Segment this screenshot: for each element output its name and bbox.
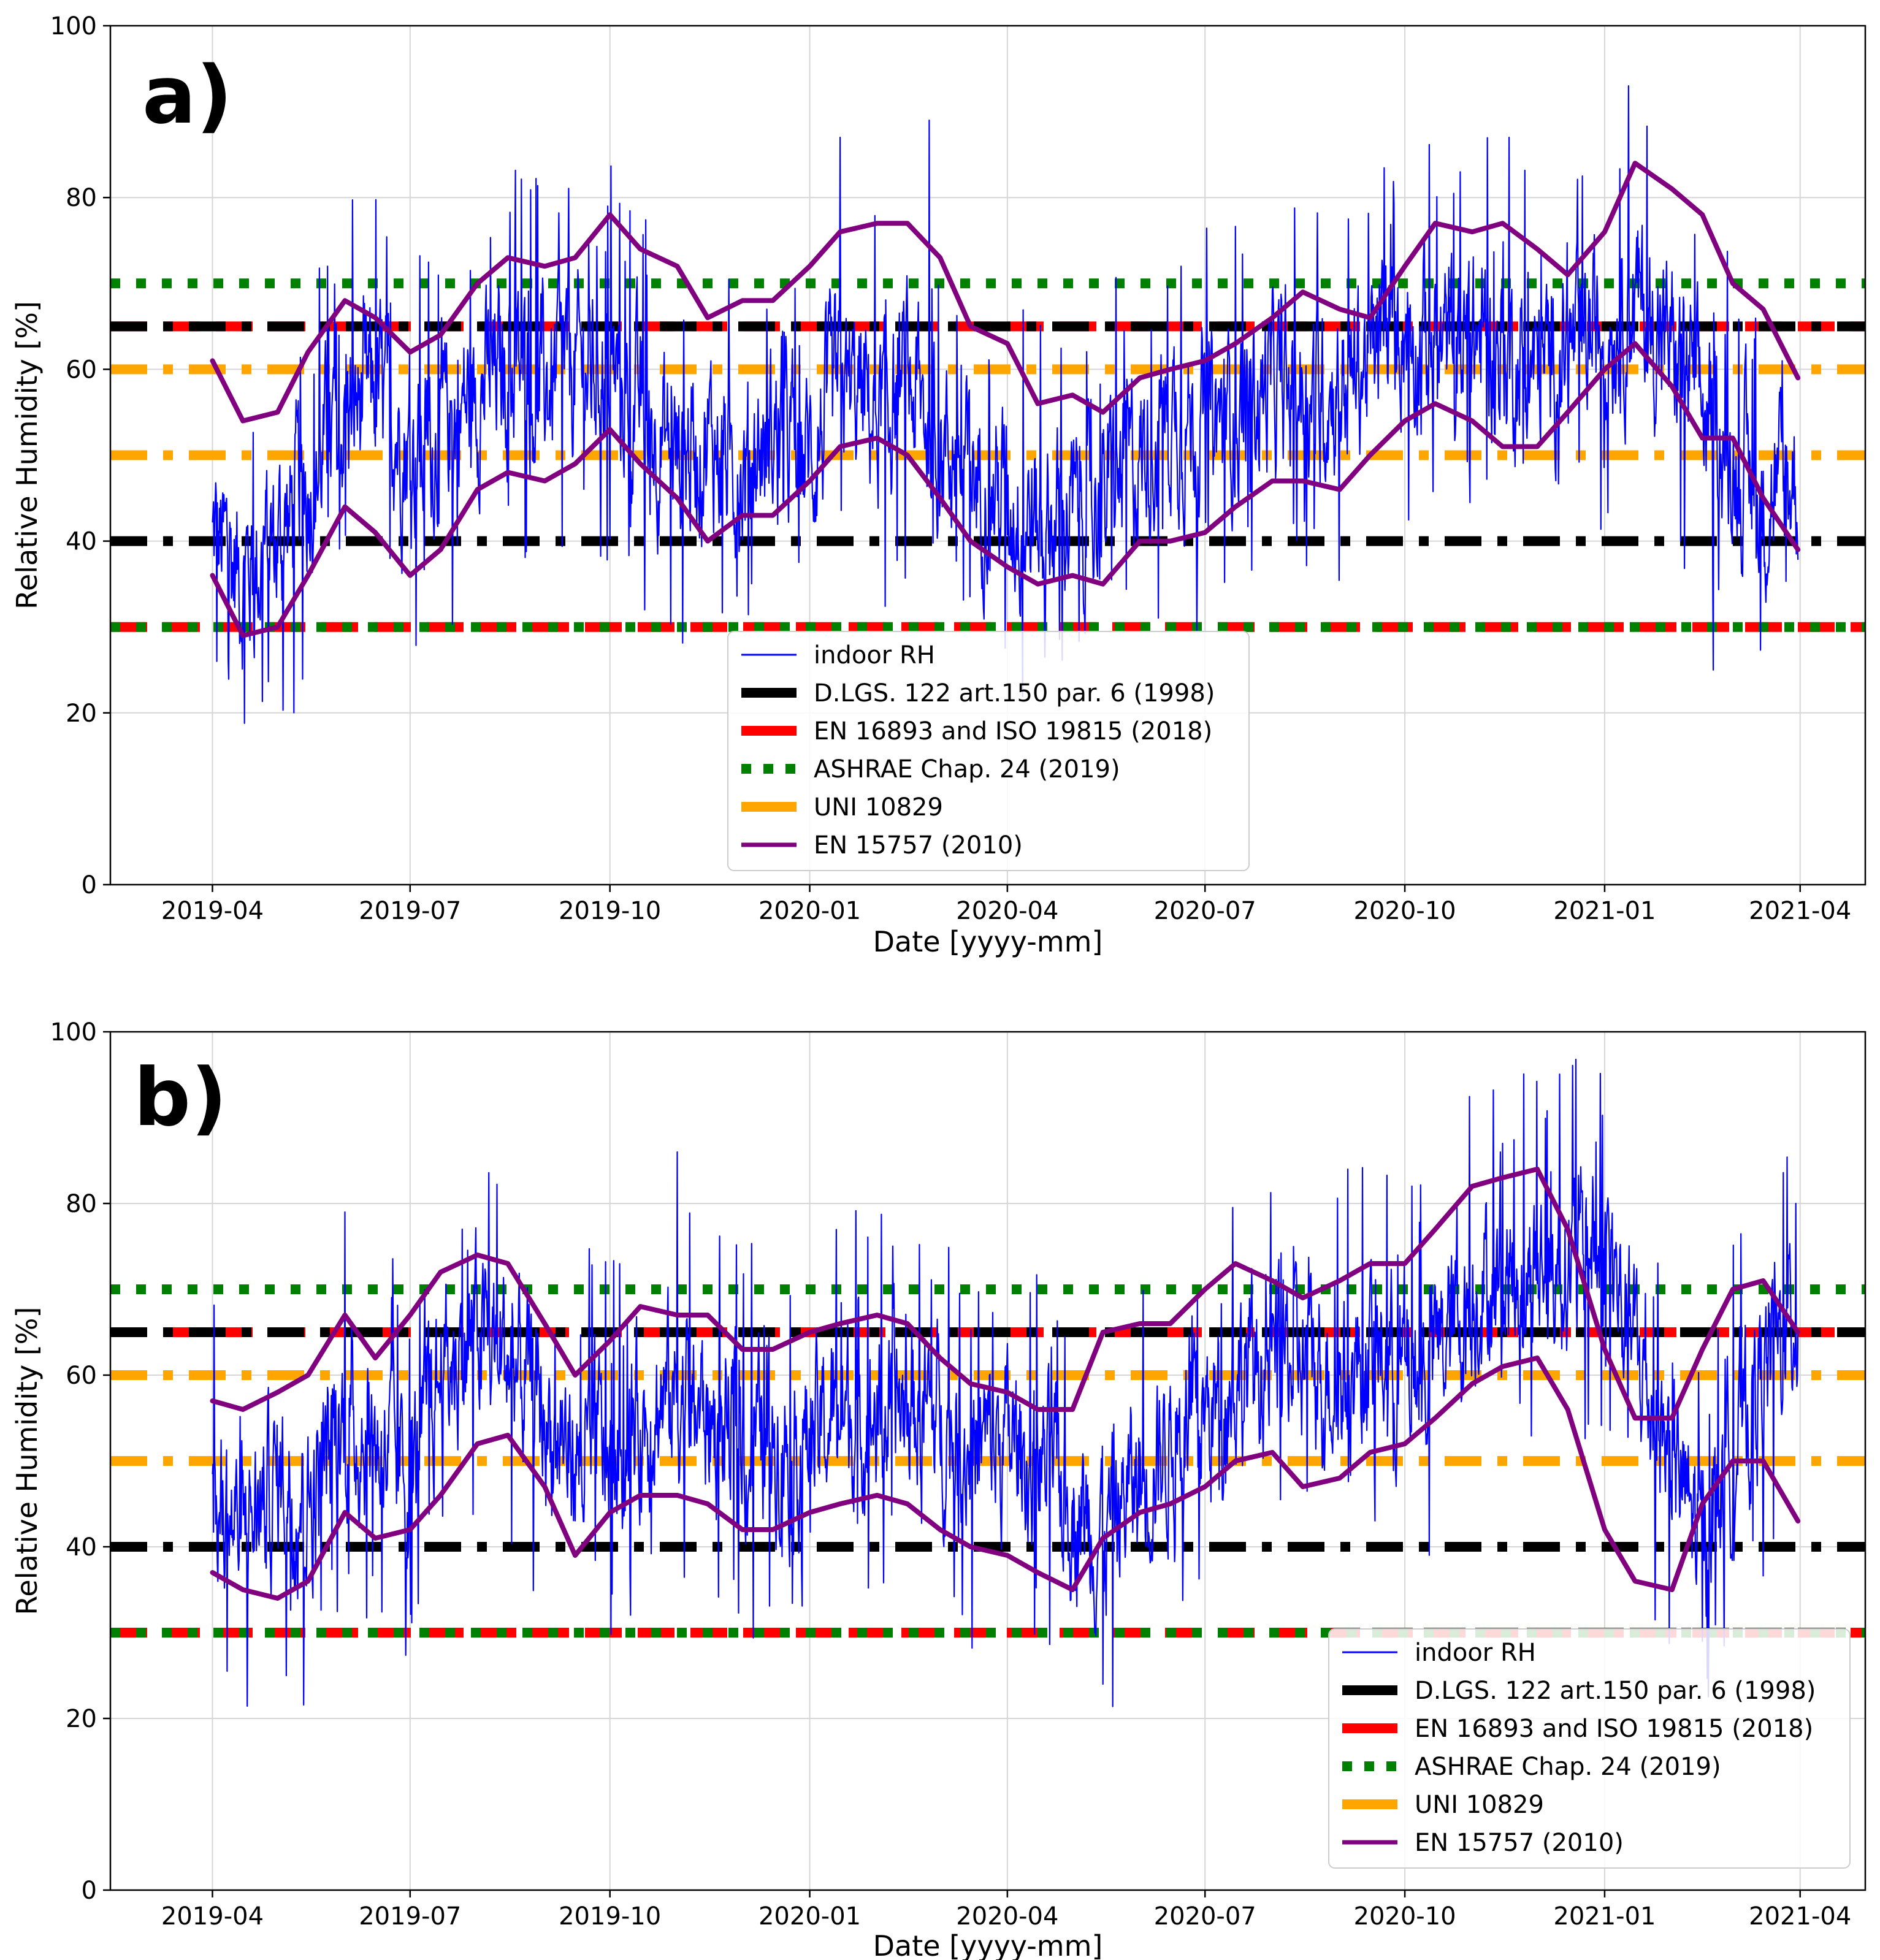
x-tick-label: 2019-04 bbox=[161, 897, 264, 925]
x-axis-b: 2019-04 2019-07 2019-10 2020-01 2020-04 2020-… bbox=[161, 1890, 1851, 1931]
legend-label: indoor RH bbox=[814, 641, 935, 669]
panel-label-a: a) bbox=[142, 48, 232, 142]
x-axis-a: 2019-04 2019-07 2019-10 2020-01 2020-04 2020-… bbox=[161, 885, 1851, 925]
x-tick-label: 2020-04 bbox=[956, 897, 1058, 925]
legend-label: ASHRAE Chap. 24 (2019) bbox=[814, 755, 1120, 784]
panel-b: 0 20 40 60 80 100 2019-04 2019-07 2019-10 2020-0… bbox=[10, 1018, 1867, 1960]
x-tick-label: 2019-10 bbox=[559, 1902, 661, 1931]
indoor-rh-series-b bbox=[212, 1058, 1799, 1707]
x-tick-label: 2020-04 bbox=[956, 1902, 1058, 1931]
x-tick-label: 2020-07 bbox=[1154, 897, 1256, 925]
y-tick-label: 100 bbox=[50, 1018, 97, 1047]
en15757-lower-line bbox=[210, 1356, 1801, 1601]
y-axis-label-a: Relative Humidity [%] bbox=[10, 301, 44, 609]
x-tick-label: 2020-10 bbox=[1354, 897, 1456, 925]
y-tick-label: 40 bbox=[66, 1533, 97, 1562]
y-tick-label: 80 bbox=[66, 1190, 97, 1218]
en15757-envelope-b bbox=[210, 1167, 1801, 1601]
x-tick-label: 2021-04 bbox=[1749, 897, 1851, 925]
legend-label: UNI 10829 bbox=[1415, 1791, 1544, 1819]
x-axis-label-a: Date [yyyy-mm] bbox=[873, 925, 1103, 958]
threshold-lines-b bbox=[110, 1284, 1865, 1638]
x-tick-label: 2021-01 bbox=[1553, 1902, 1656, 1931]
plot-frame-a bbox=[109, 25, 1867, 886]
legend-box bbox=[727, 631, 1250, 871]
legend-label: EN 15757 (2010) bbox=[1415, 1829, 1624, 1857]
y-tick-label: 60 bbox=[66, 356, 97, 384]
x-tick-label: 2019-07 bbox=[359, 1902, 461, 1931]
x-tick-label: 2021-01 bbox=[1553, 897, 1656, 925]
legend-box bbox=[1328, 1628, 1851, 1869]
x-tick-label: 2020-01 bbox=[758, 897, 861, 925]
en15757-upper-line bbox=[210, 1167, 1801, 1420]
y-tick-label: 0 bbox=[82, 871, 97, 899]
legend-label: EN 16893 and ISO 19815 (2018) bbox=[814, 717, 1212, 745]
x-tick-label: 2019-10 bbox=[559, 897, 661, 925]
legend-label: ASHRAE Chap. 24 (2019) bbox=[1415, 1753, 1721, 1781]
x-tick-label: 2020-01 bbox=[758, 1902, 861, 1931]
legend-label: EN 16893 and ISO 19815 (2018) bbox=[1415, 1715, 1813, 1743]
legend-label: UNI 10829 bbox=[814, 793, 943, 822]
x-axis-label-b: Date [yyyy-mm] bbox=[873, 1929, 1103, 1960]
x-tick-label: 2020-07 bbox=[1154, 1902, 1256, 1931]
y-axis-label-b: Relative Humidity [%] bbox=[10, 1307, 44, 1615]
y-tick-label: 20 bbox=[66, 1705, 97, 1733]
x-tick-label: 2021-04 bbox=[1749, 1902, 1851, 1931]
indoor-rh-line bbox=[212, 1058, 1799, 1707]
en15757-envelope-a bbox=[210, 161, 1801, 638]
y-axis-b: 0 20 40 60 80 100 bbox=[50, 1018, 110, 1905]
x-tick-label: 2020-10 bbox=[1354, 1902, 1456, 1931]
legend-b: indoor RH D.LGS. 122 art.150 par. 6 (1998… bbox=[1328, 1628, 1851, 1869]
y-tick-label: 40 bbox=[66, 528, 97, 556]
threshold-lines-a bbox=[110, 278, 1865, 632]
panel-label-b: b) bbox=[134, 1051, 227, 1144]
legend-label: EN 15757 (2010) bbox=[814, 831, 1023, 860]
legend-label: indoor RH bbox=[1415, 1639, 1536, 1667]
plot-frame-b bbox=[109, 1031, 1867, 1891]
y-axis-a: 0 20 40 60 80 100 bbox=[50, 12, 110, 899]
legend-a: indoor RH D.LGS. 122 art.150 par. 6 (1998… bbox=[727, 631, 1250, 871]
panel-a: 0 20 40 60 80 100 2019-04 2019-07 2019-10 2020-0… bbox=[10, 12, 1867, 958]
x-tick-label: 2019-04 bbox=[161, 1902, 264, 1931]
legend-label: D.LGS. 122 art.150 par. 6 (1998) bbox=[1415, 1677, 1816, 1705]
legend-label: D.LGS. 122 art.150 par. 6 (1998) bbox=[814, 679, 1215, 707]
y-tick-label: 20 bbox=[66, 700, 97, 728]
en15757-upper-line bbox=[210, 161, 1801, 424]
en15757-lower-line bbox=[210, 341, 1801, 638]
y-tick-label: 80 bbox=[66, 184, 97, 212]
y-tick-label: 100 bbox=[50, 12, 97, 40]
y-tick-label: 0 bbox=[82, 1877, 97, 1905]
x-tick-label: 2019-07 bbox=[359, 897, 461, 925]
y-tick-label: 60 bbox=[66, 1362, 97, 1390]
